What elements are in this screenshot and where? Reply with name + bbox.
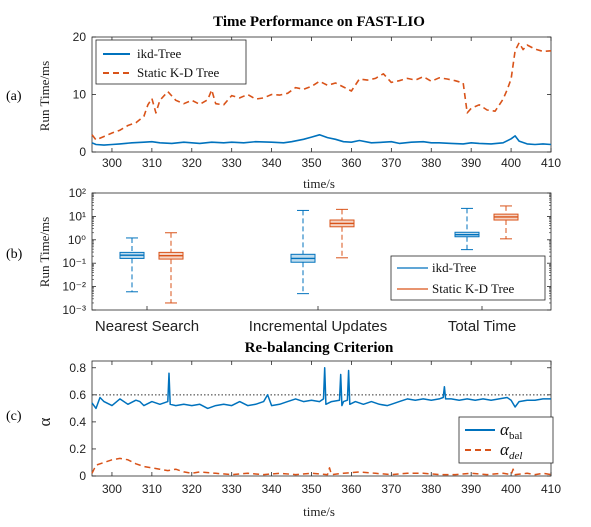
chart-c-legend-box — [458, 416, 554, 464]
chart-a-axes: 300 310 320 330 340 350 360 370 380 390 400 410 0 10 2… — [73, 30, 562, 170]
chart-a-xtick-label: 330 — [222, 156, 242, 170]
chart-a-xtick-label: 400 — [501, 156, 521, 170]
chart-b-category-label: Incremental Updates — [249, 318, 387, 335]
chart-c-legend-del: αdel — [500, 440, 522, 462]
chart-a-xtick-label: 350 — [302, 156, 322, 170]
chart-a-xtick-label: 410 — [541, 156, 561, 170]
chart-c-xtick-label: 360 — [341, 482, 361, 496]
chart-b: Run Time/ms 10⁻³ 10⁻² 10⁻¹ 10⁰ 10¹ 10² Nearest… — [37, 186, 552, 335]
chart-a-legend: ikd-Tree Static K-D Tree — [95, 39, 247, 85]
chart-c-legend: αbal αdel — [458, 416, 554, 464]
chart-c-legend-del-base: α — [500, 440, 510, 459]
chart-c-legend-del-sub: del — [509, 450, 522, 462]
chart-c-xtick-label: 330 — [222, 482, 242, 496]
chart-c-ytick-label: 0.6 — [69, 388, 86, 402]
chart-b-legend-ikd: ikd-Tree — [432, 260, 477, 275]
chart-c-legend-bal-base: α — [500, 420, 510, 439]
chart-c-xtick-label: 410 — [541, 482, 561, 496]
chart-b-frame — [91, 192, 552, 311]
panel-label-b: (b) — [6, 247, 23, 262]
chart-a-ytick-label: 10 — [73, 88, 87, 102]
chart-b-category-label: Nearest Search — [95, 318, 199, 335]
chart-a-xlabel: time/s — [303, 176, 335, 191]
chart-a-line-ikd — [91, 134, 552, 146]
chart-a-xtick-label: 390 — [461, 156, 481, 170]
chart-a-xtick-label: 370 — [381, 156, 401, 170]
chart-a-ytick-label: 20 — [73, 30, 87, 44]
panel-label-c: (c) — [6, 409, 22, 424]
chart-a-xtick-label: 310 — [142, 156, 162, 170]
chart-c-line-bal — [91, 367, 551, 410]
chart-c-title: Re-balancing Criterion — [245, 340, 394, 356]
chart-b-legend: ikd-Tree Static K-D Tree — [390, 255, 546, 301]
chart-c-xtick-label: 340 — [262, 482, 282, 496]
chart-c: Re-balancing Criterion time/s α 300 310 32… — [35, 340, 561, 519]
chart-b-ylabel: Run Time/ms — [37, 217, 52, 287]
chart-a-xtick-label: 380 — [421, 156, 441, 170]
chart-b-ytick-label: 10⁻² — [62, 280, 86, 294]
chart-a-legend-static: Static K-D Tree — [137, 65, 220, 80]
chart-a: Time Performance on FAST-LIO time/s Run … — [37, 14, 561, 191]
chart-a-series — [91, 41, 552, 146]
chart-c-ylabel: α — [35, 417, 54, 426]
chart-a-xtick-label: 300 — [102, 156, 122, 170]
chart-a-ytick-label: 0 — [79, 145, 86, 159]
chart-c-xtick-label: 320 — [182, 482, 202, 496]
chart-a-xtick-label: 360 — [341, 156, 361, 170]
chart-c-xtick-label: 390 — [461, 482, 481, 496]
chart-b-ytick-label: 10⁰ — [68, 233, 86, 247]
chart-c-xtick-label: 400 — [501, 482, 521, 496]
chart-c-ytick-label: 0.2 — [69, 442, 86, 456]
panel-label-a: (a) — [6, 89, 22, 104]
chart-a-legend-ikd: ikd-Tree — [137, 46, 182, 61]
chart-b-legend-box — [390, 255, 546, 301]
chart-b-axes: 10⁻³ 10⁻² 10⁻¹ 10⁰ 10¹ 10² Nearest Search Incre… — [62, 186, 552, 335]
chart-c-xtick-label: 350 — [302, 482, 322, 496]
chart-c-line-del — [91, 457, 552, 476]
chart-b-legend-static: Static K-D Tree — [432, 281, 515, 296]
chart-c-xlabel: time/s — [303, 504, 335, 519]
chart-c-ytick-label: 0.4 — [69, 415, 86, 429]
chart-b-ytick-label: 10⁻³ — [62, 303, 86, 317]
chart-a-line-static — [91, 41, 552, 141]
chart-c-ytick-label: 0.8 — [69, 361, 86, 375]
chart-c-legend-bal: αbal — [500, 420, 522, 442]
chart-c-xtick-label: 380 — [421, 482, 441, 496]
chart-c-xtick-label: 310 — [142, 482, 162, 496]
chart-b-ytick-label: 10¹ — [69, 209, 86, 223]
chart-c-series — [91, 367, 552, 476]
chart-a-xtick-label: 340 — [262, 156, 282, 170]
chart-c-legend-bal-sub: bal — [509, 430, 522, 442]
chart-b-ytick-label: 10⁻¹ — [62, 256, 86, 270]
chart-a-ylabel: Run Time/ms — [37, 61, 52, 131]
chart-a-xtick-label: 320 — [182, 156, 202, 170]
chart-c-ytick-label: 0 — [79, 469, 86, 483]
chart-a-legend-box — [95, 39, 247, 85]
chart-c-xtick-label: 370 — [381, 482, 401, 496]
chart-a-title: Time Performance on FAST-LIO — [213, 14, 425, 30]
chart-b-boxes — [119, 205, 519, 304]
chart-b-category-label: Total Time — [448, 318, 516, 335]
chart-b-ytick-label: 10² — [69, 186, 86, 200]
chart-c-xtick-label: 300 — [102, 482, 122, 496]
